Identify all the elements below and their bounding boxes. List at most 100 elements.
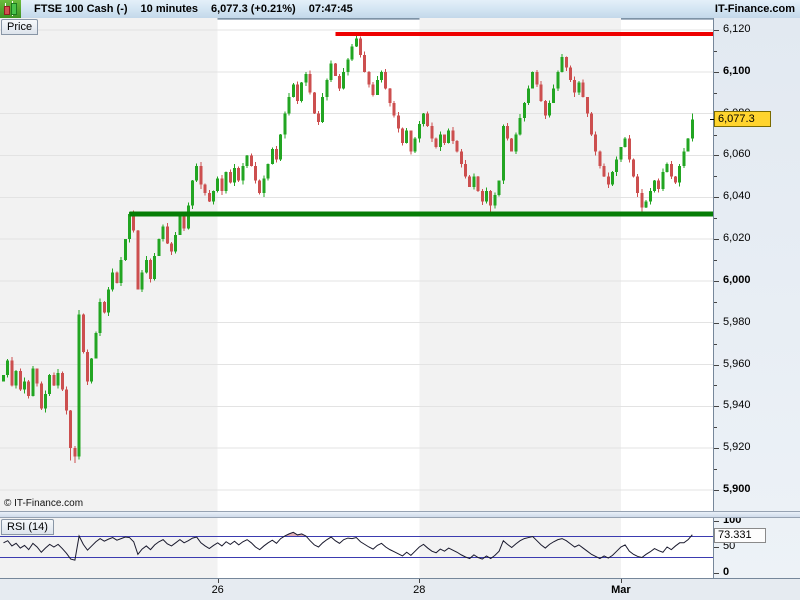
candle — [510, 138, 514, 152]
candle — [430, 126, 434, 139]
candle — [182, 216, 186, 229]
candle — [451, 130, 455, 141]
candle — [52, 375, 56, 386]
candle — [317, 113, 320, 122]
candle — [228, 172, 232, 183]
rsi-chart-canvas[interactable] — [0, 518, 713, 578]
candle — [86, 352, 89, 382]
candle — [380, 71, 383, 81]
candle — [60, 372, 64, 390]
candle — [594, 134, 598, 152]
candle — [623, 138, 627, 148]
candle — [170, 243, 173, 252]
quote-label: 6,077.3 (+0.21%) — [211, 3, 296, 15]
axis-label: 5,960 — [723, 357, 751, 370]
candle — [564, 57, 568, 68]
candle — [359, 38, 362, 56]
axis-label: 6,060 — [723, 148, 751, 161]
price-chart-canvas[interactable] — [0, 18, 713, 511]
candle — [266, 163, 270, 179]
rsi-line — [3, 531, 693, 561]
candle — [501, 126, 505, 181]
candle — [346, 59, 350, 72]
axis-minor-tick — [714, 427, 717, 429]
candle — [522, 103, 526, 118]
axis-label: 5,940 — [723, 399, 751, 412]
axis-tick — [714, 573, 719, 575]
candle — [573, 80, 577, 93]
candle — [527, 88, 530, 104]
price-pane-top-border — [0, 19, 713, 20]
candle — [308, 73, 312, 93]
price-axis[interactable]: 6,1206,1006,0806,0606,0406,0206,0005,980… — [713, 18, 800, 578]
candle — [300, 82, 304, 102]
axis-label: 0 — [723, 566, 730, 579]
timeframe-label: 10 minutes — [140, 3, 198, 15]
title-bar: FTSE 100 Cash (-) 10 minutes 6,077.3 (+0… — [0, 0, 800, 19]
candle — [338, 76, 341, 89]
time-axis[interactable]: 26 28 Mar — [0, 578, 800, 600]
candle — [686, 138, 690, 152]
candlestick-icon — [0, 0, 21, 18]
candle — [674, 176, 677, 183]
candle — [119, 260, 123, 283]
axis-tick — [714, 364, 719, 366]
candle — [258, 180, 262, 194]
candle — [422, 113, 425, 125]
candle — [405, 130, 409, 143]
candle — [241, 165, 245, 181]
candle — [195, 165, 199, 181]
x-label: Mar — [611, 584, 631, 596]
candle — [94, 333, 98, 359]
candle — [174, 234, 178, 252]
candle — [48, 375, 52, 394]
x-tick — [217, 579, 219, 583]
axis-label: 6,020 — [723, 232, 751, 245]
candle — [657, 180, 661, 189]
candle — [186, 205, 190, 229]
candle — [560, 57, 564, 72]
candle — [388, 88, 392, 104]
axis-tick — [714, 155, 719, 157]
candle — [262, 178, 266, 194]
axis-tick — [714, 406, 719, 408]
candle — [136, 230, 140, 290]
candle — [518, 117, 522, 135]
axis-tick — [714, 448, 719, 450]
candle — [132, 214, 136, 231]
candle — [77, 314, 81, 457]
candle — [443, 134, 446, 143]
axis-minor-tick — [714, 134, 717, 136]
time-label: 07:47:45 — [308, 3, 353, 15]
candle — [384, 71, 388, 89]
candle — [161, 226, 165, 240]
candle — [476, 176, 480, 191]
tab-price[interactable]: Price — [1, 19, 39, 35]
candle — [648, 191, 652, 202]
axis-minor-tick — [714, 343, 717, 345]
candle — [615, 159, 619, 173]
candle — [249, 155, 253, 166]
candle — [375, 80, 379, 95]
axis-minor-tick — [714, 50, 717, 52]
candle — [539, 84, 543, 102]
candle — [581, 82, 585, 97]
candle — [363, 55, 367, 72]
candle — [81, 314, 85, 352]
candle — [409, 130, 413, 152]
candle — [543, 101, 547, 116]
candle — [207, 193, 211, 202]
candle — [396, 115, 400, 129]
pane-splitter[interactable] — [0, 511, 800, 518]
session-band — [0, 18, 218, 511]
candle — [665, 163, 669, 173]
candle — [401, 128, 404, 143]
axis-tick — [714, 547, 719, 548]
candle — [577, 82, 581, 93]
tab-rsi[interactable]: RSI (14) — [1, 519, 54, 535]
axis-minor-tick — [714, 92, 717, 94]
candle — [682, 151, 686, 166]
candle — [367, 71, 371, 85]
candle — [98, 301, 102, 334]
